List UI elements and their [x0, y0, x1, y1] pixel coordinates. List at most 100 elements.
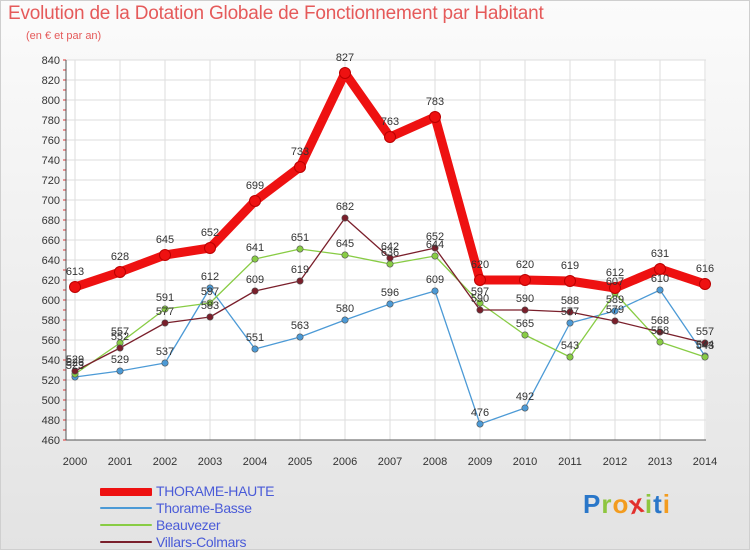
data-label-thorame-haute: 733: [291, 146, 309, 158]
data-point-thorame-basse: [206, 284, 214, 292]
data-point-thorame-basse: [566, 319, 574, 327]
data-label-villars-colmars: 557: [696, 326, 714, 338]
data-point-thorame-basse: [386, 300, 394, 308]
chart-title: Evolution de la Dotation Globale de Fonc…: [8, 3, 544, 24]
y-tick-label: 480: [42, 415, 60, 427]
data-label-thorame-haute: 620: [471, 259, 489, 271]
data-label-thorame-haute: 827: [336, 52, 354, 64]
logo-letter: P: [583, 489, 602, 519]
data-label-thorame-basse: 589: [606, 294, 624, 306]
proxiti-logo: Proxiti: [583, 488, 671, 521]
y-tick-label: 580: [42, 315, 60, 327]
data-label-thorame-basse: 537: [156, 346, 174, 358]
data-label-beauvezer: 558: [651, 325, 669, 337]
data-label-thorame-haute: 628: [111, 251, 129, 263]
data-label-thorame-basse: 563: [291, 320, 309, 332]
data-point-thorame-haute: [384, 131, 396, 143]
y-tick-label: 700: [42, 195, 60, 207]
x-tick-label: 2000: [63, 456, 87, 468]
data-label-beauvezer: 644: [426, 239, 444, 251]
logo-letter: t: [653, 489, 663, 519]
data-label-villars-colmars: 590: [516, 293, 534, 305]
data-point-beauvezer: [521, 331, 529, 339]
y-tick-label: 500: [42, 395, 60, 407]
data-point-thorame-basse: [611, 307, 619, 315]
data-point-thorame-haute: [69, 281, 81, 293]
data-point-thorame-basse: [341, 316, 349, 324]
data-label-beauvezer: 597: [201, 286, 219, 298]
data-label-thorame-basse: 609: [426, 274, 444, 286]
data-point-beauvezer: [341, 251, 349, 259]
x-tick-label: 2009: [468, 456, 492, 468]
data-label-villars-colmars: 579: [606, 304, 624, 316]
y-tick-label: 800: [42, 95, 60, 107]
x-tick-label: 2013: [648, 456, 672, 468]
legend-swatch-beauvezer: [100, 524, 152, 526]
logo-letter: i: [662, 489, 671, 519]
data-label-thorame-haute: 620: [516, 259, 534, 271]
y-tick-label: 560: [42, 335, 60, 347]
logo-letter: o: [612, 489, 630, 519]
data-point-beauvezer: [296, 245, 304, 253]
data-point-thorame-basse: [476, 420, 484, 428]
data-label-thorame-haute: 631: [651, 248, 669, 260]
legend-label-villars-colmars: Villars-Colmars: [156, 534, 247, 550]
y-tick-label: 680: [42, 215, 60, 227]
data-label-villars-colmars: 652: [426, 231, 444, 243]
data-label-thorame-basse: 529: [111, 354, 129, 366]
data-point-thorame-haute: [249, 195, 261, 207]
data-label-villars-colmars: 588: [561, 295, 579, 307]
data-point-beauvezer: [206, 299, 214, 307]
y-tick-label: 640: [42, 255, 60, 267]
data-label-thorame-haute: 652: [201, 227, 219, 239]
y-tick-label: 780: [42, 115, 60, 127]
y-tick-label: 740: [42, 155, 60, 167]
data-point-thorame-haute: [204, 242, 216, 254]
y-tick-label: 840: [42, 55, 60, 67]
data-label-villars-colmars: 529: [66, 354, 84, 366]
x-tick-label: 2007: [378, 456, 402, 468]
x-tick-label: 2010: [513, 456, 537, 468]
data-point-thorame-basse: [296, 333, 304, 341]
data-label-thorame-haute: 616: [696, 263, 714, 275]
data-point-thorame-haute: [474, 274, 486, 286]
data-point-thorame-haute: [339, 67, 351, 79]
data-point-thorame-haute: [519, 274, 531, 286]
x-tick-label: 2012: [603, 456, 627, 468]
legend-swatch-villars-colmars: [100, 541, 152, 543]
data-point-villars-colmars: [656, 328, 664, 336]
data-label-thorame-haute: 699: [246, 180, 264, 192]
y-tick-label: 460: [42, 435, 60, 447]
data-label-thorame-haute: 612: [606, 267, 624, 279]
data-point-villars-colmars: [161, 319, 169, 327]
data-point-villars-colmars: [701, 339, 709, 347]
data-label-villars-colmars: 642: [381, 241, 399, 253]
x-tick-label: 2003: [198, 456, 222, 468]
data-point-beauvezer: [161, 305, 169, 313]
data-label-beauvezer: 543: [696, 340, 714, 352]
data-point-villars-colmars: [431, 244, 439, 252]
data-point-beauvezer: [431, 252, 439, 260]
x-tick-label: 2014: [693, 456, 717, 468]
data-label-thorame-haute: 613: [66, 266, 84, 278]
data-label-beauvezer: 636: [381, 247, 399, 259]
data-label-villars-colmars: 583: [201, 300, 219, 312]
data-point-villars-colmars: [386, 254, 394, 262]
data-label-beauvezer: 543: [561, 340, 579, 352]
data-label-thorame-haute: 619: [561, 260, 579, 272]
data-label-beauvezer: 565: [516, 318, 534, 330]
data-point-villars-colmars: [476, 306, 484, 314]
data-label-villars-colmars: 682: [336, 201, 354, 213]
data-label-thorame-basse: 492: [516, 391, 534, 403]
data-label-beauvezer: 591: [156, 292, 174, 304]
data-point-thorame-haute: [294, 161, 306, 173]
data-point-villars-colmars: [116, 344, 124, 352]
data-point-villars-colmars: [566, 308, 574, 316]
data-point-beauvezer: [476, 299, 484, 307]
y-tick-label: 760: [42, 135, 60, 147]
x-tick-label: 2005: [288, 456, 312, 468]
data-point-thorame-basse: [521, 404, 529, 412]
legend-swatch-thorame-haute: [100, 488, 152, 496]
legend-label-thorame-basse: Thorame-Basse: [156, 500, 252, 516]
y-tick-label: 600: [42, 295, 60, 307]
